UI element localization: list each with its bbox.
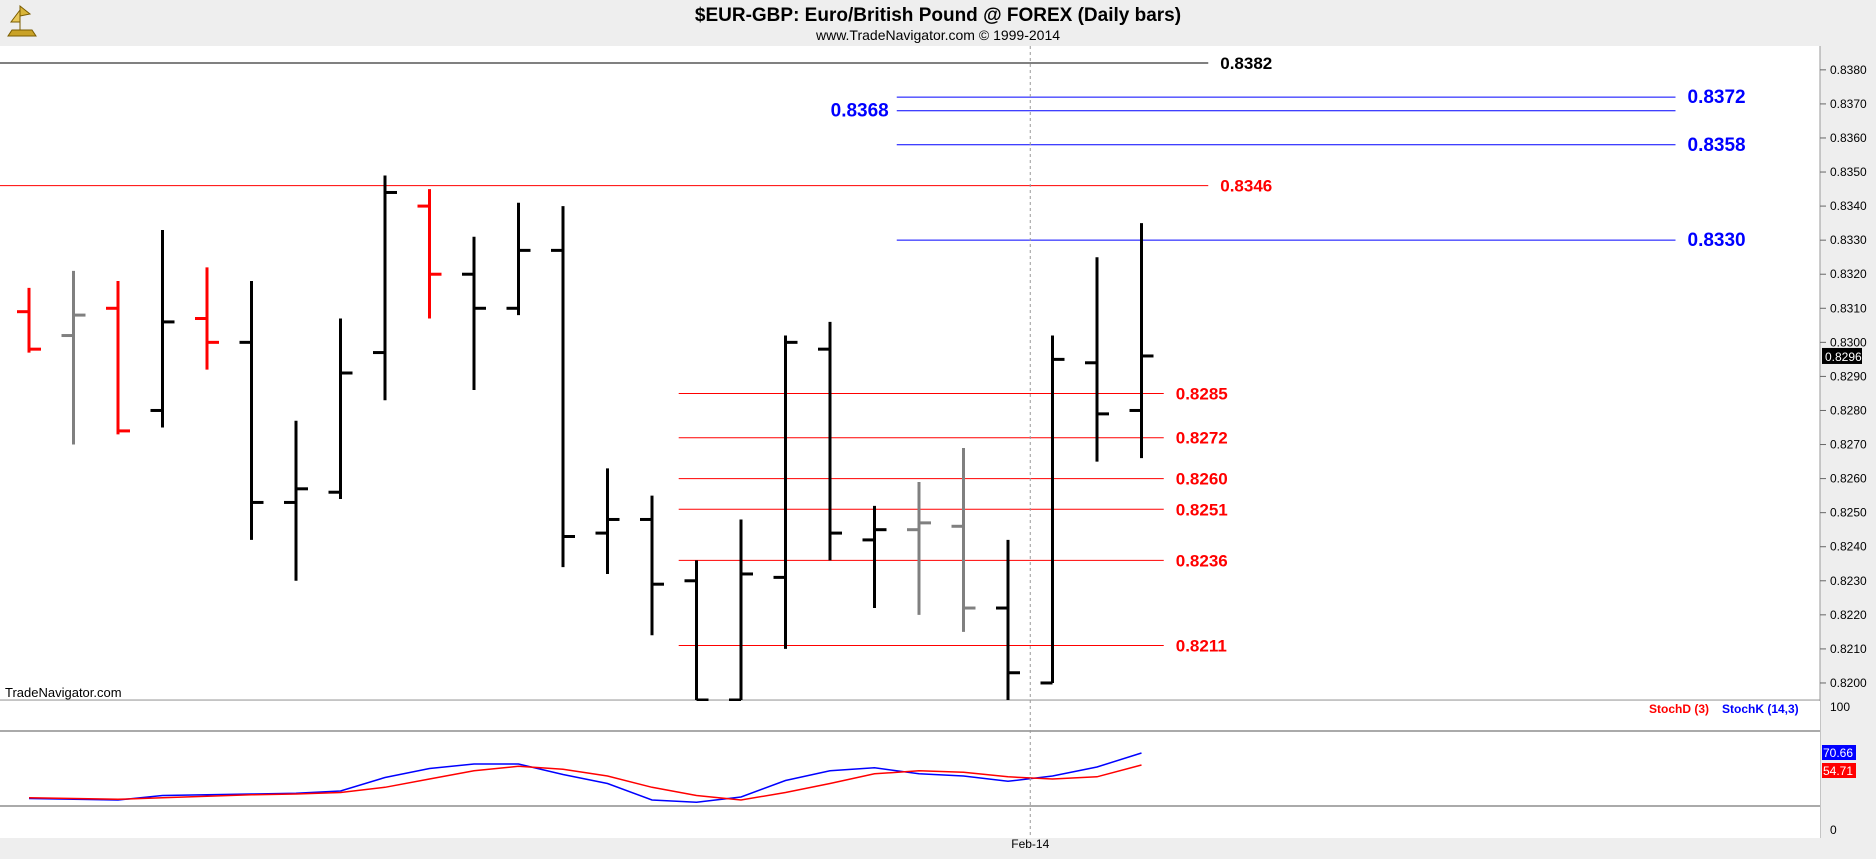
price-level-label: 0.8251 [1176, 500, 1228, 519]
stoch-axis-tick-label: 100 [1830, 700, 1850, 714]
ohlc-bar [506, 202, 531, 316]
stoch-axis-tick-label: 0 [1830, 823, 1837, 837]
price-axis-tick-label: 0.8360 [1830, 131, 1867, 145]
stoch-last-value-marker [1822, 763, 1856, 779]
price-level-label: 0.8330 [1688, 230, 1746, 251]
stoch-legend-d: StochD (3) [1649, 702, 1709, 716]
price-level-label: 0.8382 [1220, 54, 1272, 73]
ohlc-bar [773, 335, 798, 649]
price-levels: 0.8382 0.8372 0.8368 0.8358 0.8346 0.8330 0.82… [0, 54, 1746, 656]
ohlc-bars [17, 175, 1154, 702]
stoch-series-line [28, 764, 1142, 801]
price-axis-tick-label: 0.8270 [1830, 438, 1867, 452]
price-axis-tick-label: 0.8220 [1830, 608, 1867, 622]
ohlc-bar [551, 206, 575, 568]
ohlc-bar [195, 267, 219, 370]
price-axis-tick-label: 0.8340 [1830, 199, 1867, 213]
ohlc-bar [684, 560, 709, 702]
ohlc-bar [729, 519, 753, 702]
stoch-legend-k: StochK (14,3) [1722, 702, 1799, 716]
stoch-last-value-label: 54.71 [1823, 764, 1853, 778]
price-level-label: 0.8358 [1688, 135, 1746, 156]
ohlc-bar [150, 229, 175, 428]
ohlc-bar [373, 175, 397, 401]
price-axis-tick-label: 0.8370 [1830, 97, 1867, 111]
stoch-last-value-label: 70.66 [1823, 746, 1853, 760]
price-level-label: 0.8272 [1176, 429, 1228, 448]
ohlc-bar [462, 236, 486, 391]
chart-subtitle: www.TradeNavigator.com © 1999-2014 [815, 27, 1060, 43]
price-axis-tick-label: 0.8260 [1830, 472, 1867, 486]
last-price-label: 0.8296 [1825, 350, 1862, 364]
price-axis-tick-label: 0.8240 [1830, 540, 1867, 554]
price-axis-tick-label: 0.8250 [1830, 506, 1867, 520]
price-panel [0, 46, 1820, 700]
ohlc-bar [417, 189, 442, 319]
ohlc-bar [17, 287, 41, 353]
price-axis-tick-label: 0.8320 [1830, 267, 1867, 281]
price-axis-tick-label: 0.8330 [1830, 233, 1867, 247]
stoch-legend: StochD (3) StochK (14,3) [1649, 702, 1799, 716]
stoch-last-value-marker [1822, 745, 1856, 761]
stoch-series-line [28, 752, 1142, 804]
ohlc-bar [862, 505, 887, 609]
price-axis-tick-label: 0.8380 [1830, 63, 1867, 77]
ohlc-bar [595, 468, 620, 574]
trade-navigator-logo-icon [2, 2, 40, 40]
chart-title: $EUR-GBP: Euro/British Pound @ FOREX (Da… [695, 5, 1181, 26]
price-axis-tick-label: 0.8350 [1830, 165, 1867, 179]
stoch-lines [28, 752, 1142, 804]
price-level-label: 0.8372 [1688, 87, 1746, 108]
price-level-label: 0.8211 [1176, 637, 1227, 656]
last-price-marker [1822, 347, 1862, 364]
ohlc-bar [818, 321, 842, 561]
x-axis: Feb-14 [1011, 46, 1050, 851]
ohlc-bar [1040, 335, 1065, 685]
ohlc-bar [239, 281, 264, 540]
price-axis-tick-label: 0.8310 [1830, 301, 1867, 315]
stoch-panel [0, 701, 1820, 838]
stoch-axis: 100 0 70.66 54.71 [1822, 700, 1856, 837]
ohlc-bar [106, 281, 130, 435]
price-axis-tick-label: 0.8200 [1830, 676, 1867, 690]
price-axis-tick-label: 0.8300 [1830, 335, 1867, 349]
ohlc-bar [284, 420, 308, 581]
price-level-label: 0.8260 [1176, 470, 1228, 489]
ohlc-bar [1129, 223, 1154, 459]
watermark: TradeNavigator.com [5, 685, 122, 700]
price-level-label: 0.8346 [1220, 177, 1272, 196]
price-axis: 0.8200 0.8210 0.8220 0.8230 0.8240 0.8250 0.82… [1820, 63, 1867, 690]
ohlc-bar [640, 495, 664, 636]
price-axis-tick-label: 0.8230 [1830, 574, 1867, 588]
price-axis-tick-label: 0.8210 [1830, 642, 1867, 656]
ohlc-bar [328, 318, 353, 500]
price-axis-tick-label: 0.8290 [1830, 369, 1867, 383]
ohlc-bar [996, 539, 1020, 700]
ohlc-bar [907, 482, 931, 615]
price-axis-tick-label: 0.8280 [1830, 403, 1867, 417]
price-level-label: 0.8236 [1176, 551, 1228, 570]
price-level-label: 0.8285 [1176, 384, 1228, 403]
ohlc-bar [1085, 257, 1109, 462]
x-axis-tick-label: Feb-14 [1011, 837, 1049, 851]
ohlc-bar [61, 270, 86, 445]
price-level-label: 0.8368 [831, 101, 889, 122]
ohlc-bar [951, 447, 976, 632]
